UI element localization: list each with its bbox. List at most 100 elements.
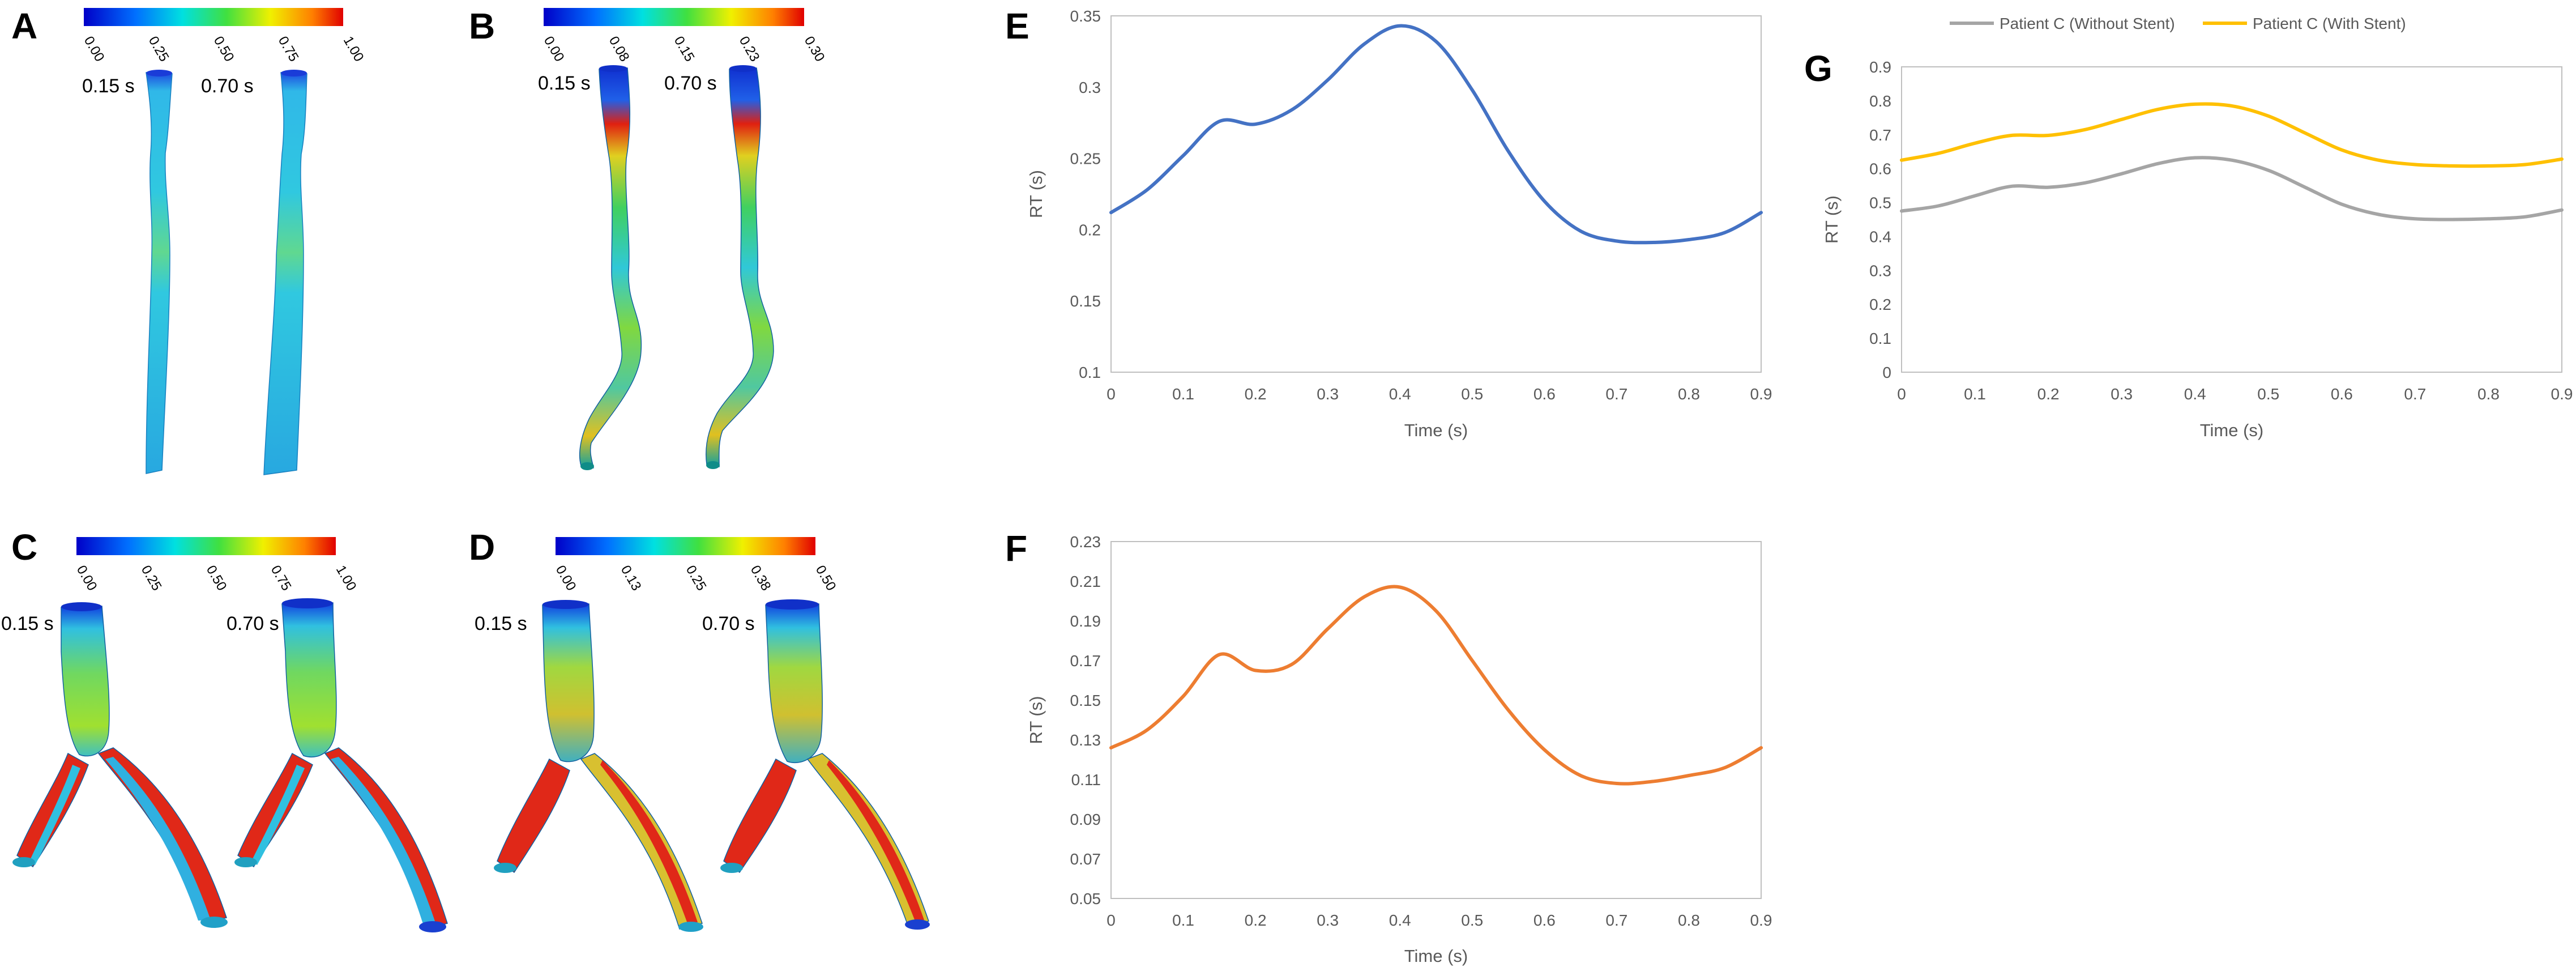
- time-label-b-1: 0.15 s: [538, 73, 591, 94]
- y-tick-label: 0.3: [1079, 79, 1101, 96]
- y-tick-label: 0.15: [1070, 292, 1101, 310]
- y-tick-label: 0.07: [1070, 850, 1101, 868]
- panel-b: B 0.00 0.08 0.15 0.23 0.30 0.15 s 0.70 s: [469, 6, 828, 470]
- colorbar-b: [544, 8, 804, 26]
- plot-area: [1110, 541, 1762, 899]
- y-tick-label: 0.2: [1869, 296, 1891, 313]
- colorbar-c-tick: 0.75: [268, 563, 294, 594]
- x-tick-label: 0.3: [1317, 911, 1339, 929]
- x-tick-label: 0.4: [1389, 385, 1411, 403]
- plot-area: [1901, 66, 2562, 373]
- series-line-1: [1900, 156, 2564, 221]
- x-tick-label: 0.8: [1678, 385, 1700, 403]
- y-tick-label: 0.3: [1869, 262, 1891, 279]
- y-axis-label: RT (s): [1026, 696, 1046, 744]
- panel-label-f: F: [1005, 528, 1027, 569]
- colorbar-a-tick: 0.00: [81, 34, 108, 65]
- x-tick-label: 0: [1107, 385, 1116, 403]
- x-tick-label: 0.1: [1172, 385, 1194, 403]
- vessel-a-2: [263, 70, 307, 475]
- colorbar-b-tick: 0.00: [541, 34, 567, 65]
- colorbar-c: [76, 537, 336, 555]
- x-tick-label: 0.1: [1964, 385, 1986, 403]
- colorbar-a-tick: 0.25: [146, 34, 172, 65]
- bifurcation-c-1: [12, 602, 228, 928]
- time-label-c-2: 0.70 s: [227, 613, 279, 634]
- y-tick-label: 0.25: [1070, 150, 1101, 168]
- chart-f: F 0 0.1 0.2 0.3 0.4 0.5 0.6 0.7 0.8 0.9 0.05 0.07 0.0…: [1005, 528, 1772, 966]
- series-line-1: [1109, 24, 1763, 245]
- time-label-d-2: 0.70 s: [702, 613, 755, 634]
- x-tick-label: 0.5: [2257, 385, 2279, 403]
- series-line-1: [1109, 585, 1763, 786]
- x-tick-label: 0.9: [1750, 911, 1772, 929]
- panel-label-b: B: [469, 6, 495, 46]
- panel-label-a: A: [11, 6, 37, 46]
- panel-label-g: G: [1804, 48, 1832, 89]
- colorbar-d-tick: 0.50: [813, 563, 839, 594]
- vessel-a-1-inlet: [146, 70, 172, 76]
- panel-a: A 0.00 0.25 0.50 0.75 1.00 0.15 s 0.70 s: [11, 6, 367, 475]
- x-tick-label: 0.7: [1605, 911, 1627, 929]
- x-tick-label: 0.6: [2331, 385, 2353, 403]
- x-tick-label: 0.2: [1245, 911, 1267, 929]
- y-tick-label: 0.11: [1071, 771, 1101, 789]
- x-tick-label: 0.7: [2404, 385, 2426, 403]
- colorbar-d-tick: 0.25: [683, 563, 710, 594]
- colorbar-b-tick: 0.15: [671, 34, 698, 65]
- vessel-b-1-inlet: [599, 65, 627, 72]
- legend-label-1: Patient C (Without Stent): [2000, 15, 2175, 32]
- series-line-2: [1900, 102, 2564, 168]
- x-tick-label: 0.9: [1750, 385, 1772, 403]
- x-axis-label: Time (s): [2200, 420, 2264, 440]
- time-label-a-1: 0.15 s: [82, 75, 135, 97]
- y-axis-label: RT (s): [1026, 170, 1046, 218]
- colorbar-b-tick: 0.30: [801, 34, 828, 65]
- y-tick-label: 0.8: [1869, 92, 1891, 110]
- bifurcation-d-1: [494, 600, 703, 932]
- x-tick-label: 0.5: [1461, 385, 1483, 403]
- colorbar-d-tick: 0.00: [553, 563, 579, 594]
- x-tick-label: 0: [1897, 385, 1906, 403]
- colorbar-a: [84, 8, 343, 26]
- x-tick-label: 0.7: [1605, 385, 1627, 403]
- panel-d: D 0.00 0.13 0.25 0.38 0.50 0.15 s 0.70 s: [469, 527, 930, 932]
- y-tick-label: 0.23: [1070, 533, 1101, 551]
- y-tick-label: 0.2: [1079, 221, 1101, 238]
- x-axis-label: Time (s): [1404, 946, 1468, 966]
- colorbar-a-tick: 1.00: [340, 34, 367, 65]
- vessel-b-1-outlet: [580, 462, 594, 470]
- x-tick-label: 0.2: [2037, 385, 2060, 403]
- y-tick-label: 0.05: [1070, 890, 1101, 908]
- plot-area: [1110, 15, 1762, 373]
- y-axis-label: RT (s): [1822, 195, 1842, 244]
- y-tick-label: 0.6: [1869, 160, 1891, 178]
- colorbar-b-tick: 0.23: [736, 34, 763, 65]
- y-tick-label: 0: [1882, 364, 1891, 381]
- colorbar-c-tick: 0.50: [203, 563, 230, 594]
- x-axis-label: Time (s): [1404, 420, 1468, 440]
- colorbar-c-tick: 1.00: [333, 563, 360, 594]
- vessel-a-1: [146, 70, 173, 474]
- x-tick-label: 0.4: [2184, 385, 2206, 403]
- vessel-a-2-inlet: [281, 70, 307, 76]
- time-label-d-1: 0.15 s: [475, 613, 527, 634]
- x-tick-label: 0.3: [2111, 385, 2133, 403]
- y-tick-label: 0.15: [1070, 692, 1101, 709]
- vessel-b-2-inlet: [729, 65, 757, 72]
- colorbar-a-tick: 0.50: [211, 34, 237, 65]
- y-tick-label: 0.17: [1070, 652, 1101, 670]
- y-tick-label: 0.21: [1070, 573, 1101, 590]
- colorbar-b-tick: 0.08: [606, 34, 633, 65]
- chart-g: G 0 0.1 0.2 0.3 0.4 0.5 0.6 0.7 0.8 0.9 0 0.1 0.2 0.3 0…: [1804, 15, 2573, 440]
- colorbar-d-tick: 0.13: [618, 563, 644, 594]
- y-tick-label: 0.13: [1070, 731, 1101, 749]
- panel-c: C 0.00 0.25 0.50 0.75 1.00 0.15 s 0.70 s: [1, 527, 448, 932]
- y-tick-label: 0.5: [1869, 194, 1891, 212]
- x-tick-label: 0.8: [1678, 911, 1700, 929]
- y-tick-label: 0.19: [1070, 612, 1101, 630]
- time-label-b-2: 0.70 s: [664, 73, 717, 94]
- bifurcation-c-2: [234, 598, 448, 932]
- x-tick-label: 0.9: [2551, 385, 2573, 403]
